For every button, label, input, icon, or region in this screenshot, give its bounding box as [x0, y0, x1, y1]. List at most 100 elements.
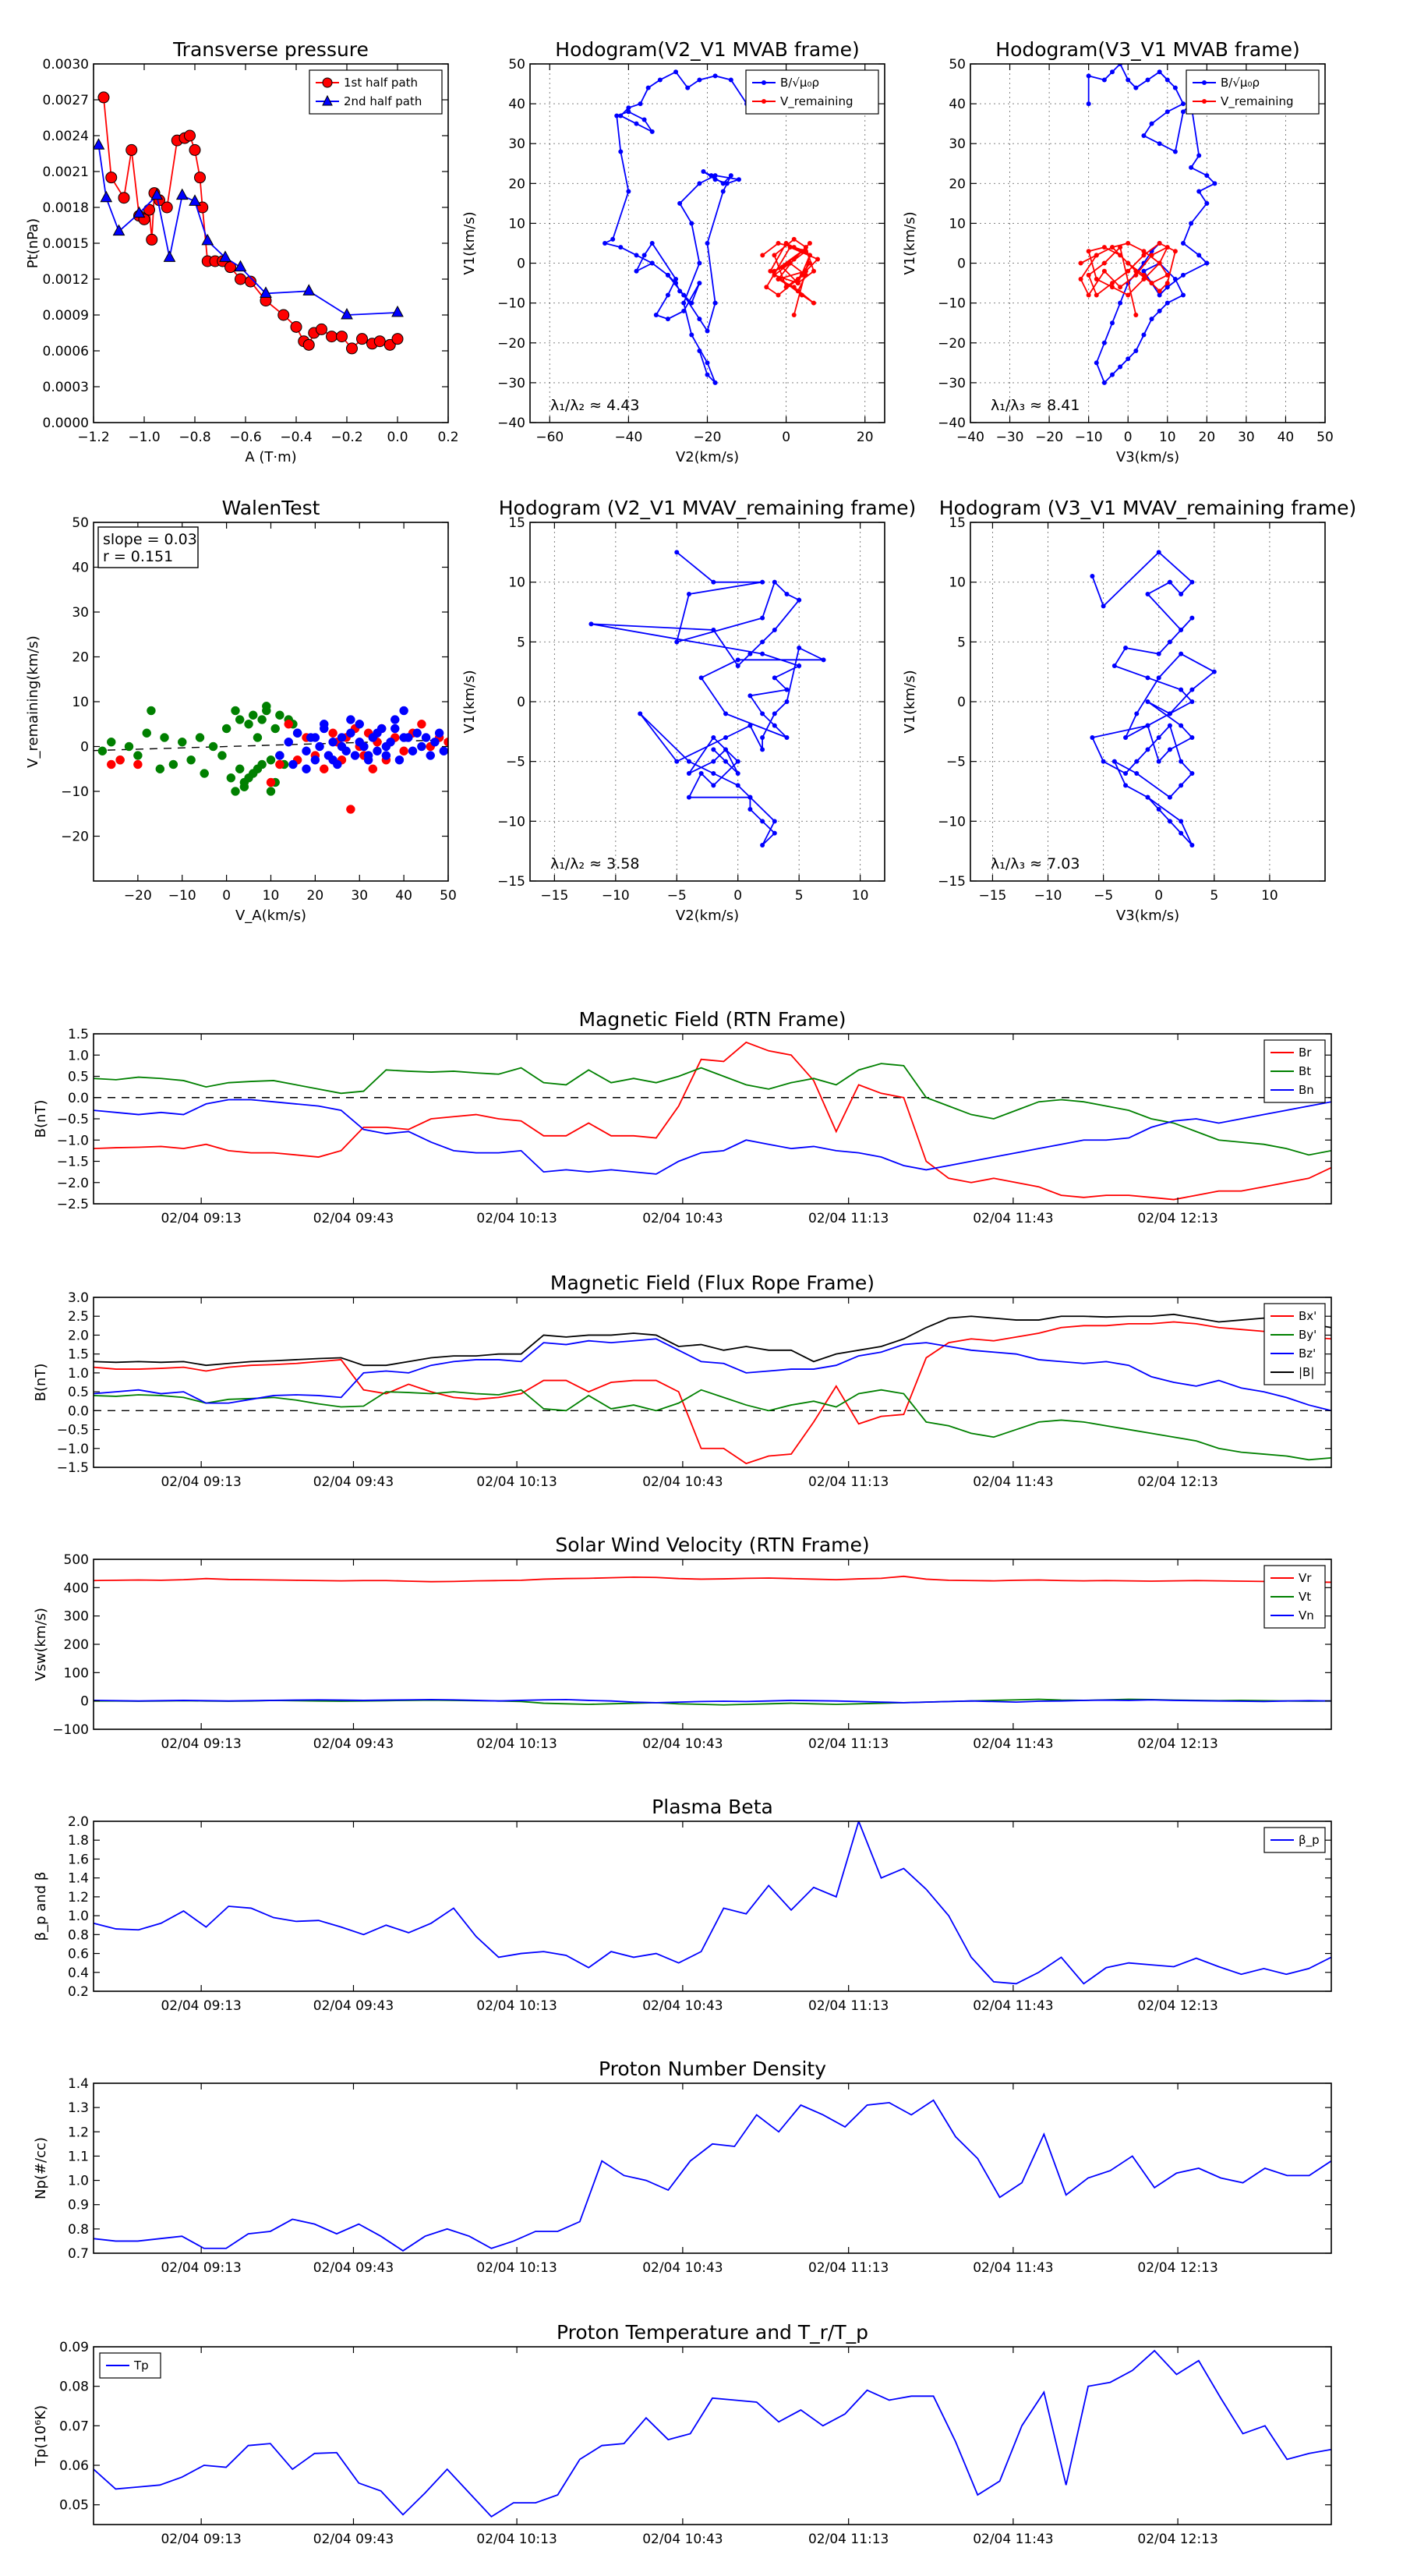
- data-point: [686, 794, 691, 800]
- y-tick-label: −100: [52, 1722, 89, 1738]
- data-point: [1086, 292, 1091, 298]
- data-point: [399, 746, 408, 755]
- data-point: [1134, 711, 1140, 717]
- data-point: [1126, 356, 1131, 362]
- chart-title: Proton Number Density: [599, 2058, 826, 2080]
- data-point: [434, 728, 444, 738]
- data-point: [1133, 349, 1139, 353]
- data-point: [677, 288, 683, 294]
- data-point: [772, 268, 777, 274]
- x-tick-label: 02/04 10:43: [642, 1211, 723, 1226]
- data-point: [1145, 723, 1150, 728]
- data-point: [399, 733, 408, 742]
- data-point: [772, 253, 777, 258]
- data-point: [1101, 380, 1107, 385]
- data-point: [1133, 268, 1139, 274]
- x-tick-label: −1.2: [77, 430, 109, 445]
- data-point: [399, 706, 408, 716]
- chart-title: Transverse pressure: [172, 38, 369, 61]
- x-tick-label: 0: [222, 888, 231, 904]
- data-point: [747, 693, 753, 699]
- data-point: [346, 805, 355, 814]
- data-point: [618, 149, 624, 154]
- x-tick-label: 50: [1316, 430, 1334, 445]
- data-point: [444, 738, 448, 747]
- data-point: [189, 194, 201, 206]
- data-point: [235, 764, 245, 773]
- x-tick-label: −20: [1035, 430, 1063, 445]
- x-tick-label: −0.2: [330, 430, 362, 445]
- data-point: [698, 771, 704, 776]
- data-point: [760, 711, 765, 717]
- data-point: [266, 777, 276, 787]
- panel-h2: −40 −30 −20 −10 0 10 20 30 40 50 −40 −30 −20 −10 0 10 20…: [902, 38, 1334, 465]
- x-tick-label: 02/04 11:13: [808, 1211, 889, 1226]
- data-point: [244, 773, 253, 783]
- legend-label: B/√μ₀ρ: [780, 76, 819, 90]
- data-point: [1167, 819, 1172, 824]
- x-tick-label: 0: [733, 888, 742, 904]
- legend-label: 2nd half path: [344, 94, 422, 108]
- y-axis-label: V1(km/s): [902, 670, 918, 733]
- y-tick-label: −40: [497, 416, 525, 431]
- y-tick-label: −5: [946, 755, 966, 770]
- data-point: [1179, 783, 1184, 788]
- x-tick-label: 02/04 10:13: [476, 2260, 557, 2276]
- legend-marker: [1202, 80, 1207, 85]
- data-point: [175, 188, 189, 200]
- data-point: [346, 342, 358, 355]
- series-b-: [603, 69, 750, 385]
- data-point: [697, 260, 702, 266]
- x-tick-label: 02/04 11:43: [973, 1736, 1053, 1752]
- legend-label: Tp: [133, 2358, 149, 2373]
- data-point: [1094, 292, 1099, 298]
- data-point: [697, 77, 702, 83]
- series-line: [94, 1063, 1331, 1156]
- data-point: [1110, 281, 1115, 286]
- data-point: [1110, 372, 1115, 377]
- y-tick-label: 15: [508, 515, 525, 531]
- data-point: [711, 735, 716, 740]
- x-tick-label: 02/04 11:43: [973, 1998, 1053, 2014]
- data-point: [1167, 639, 1172, 645]
- legend: Bx' By' Bz' |B|: [1263, 1303, 1326, 1385]
- y-tick-label: 10: [72, 695, 89, 710]
- data-point: [807, 260, 812, 266]
- data-point: [288, 759, 298, 770]
- data-point: [1086, 249, 1091, 254]
- data-point: [709, 173, 714, 179]
- legend: B/√μ₀ρ V_remaining: [745, 69, 879, 115]
- annotation-text: slope = 0.03: [103, 531, 197, 548]
- y-tick-label: 10: [508, 216, 525, 232]
- y-tick-label: 100: [64, 1665, 89, 1681]
- data-point: [328, 738, 337, 747]
- data-point: [1086, 73, 1091, 79]
- y-axis-label: V1(km/s): [902, 211, 918, 274]
- annotation-text: λ₁/λ₃ ≈ 8.41: [991, 397, 1080, 414]
- data-point: [803, 268, 808, 274]
- y-tick-label: 0.6: [68, 1947, 89, 1962]
- y-tick-label: 20: [949, 176, 966, 192]
- panel-h1: −40 −30 −20 −10 0 10 20 30 40 50 −60 −40 −20 0 20 Hodog…: [461, 38, 885, 465]
- data-point: [673, 281, 679, 286]
- x-tick-label: 0: [782, 430, 790, 445]
- data-point: [231, 706, 240, 716]
- y-axis-label: β_p and β: [33, 1872, 49, 1941]
- legend-box: [745, 69, 879, 115]
- y-tick-label: 0: [80, 740, 89, 755]
- data-point: [649, 129, 655, 134]
- data-point: [1189, 687, 1195, 692]
- y-tick-label: 0.09: [59, 2340, 89, 2355]
- y-tick-label: 0.8: [68, 2222, 89, 2238]
- x-tick-label: 02/04 10:43: [642, 2532, 723, 2547]
- y-axis-label: V_remaining(km/s): [25, 635, 41, 768]
- y-tick-label: −20: [497, 336, 525, 352]
- y-tick-label: 0.8: [68, 1927, 89, 1943]
- series-blue: [275, 706, 448, 773]
- y-tick-label: 1.2: [68, 2125, 89, 2140]
- data-point: [226, 773, 236, 783]
- x-tick-label: 02/04 10:13: [476, 1736, 557, 1752]
- series-line: [94, 1099, 1331, 1175]
- data-point: [1145, 592, 1150, 596]
- data-point: [634, 268, 639, 274]
